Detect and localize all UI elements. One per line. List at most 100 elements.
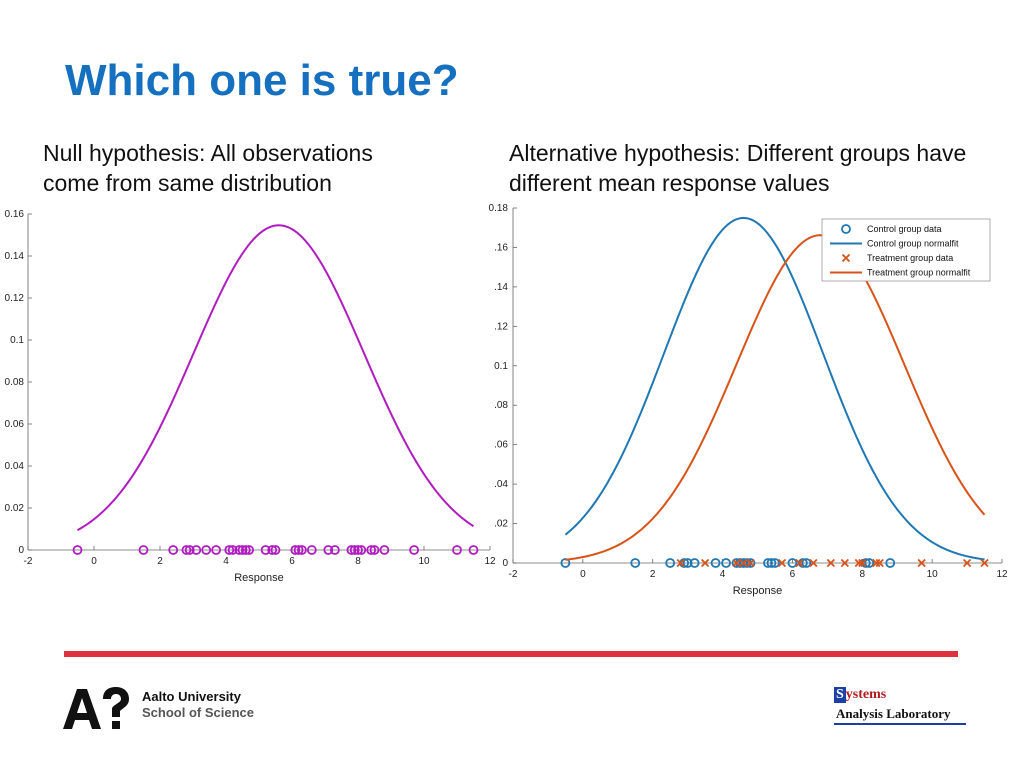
data-point-circle: [234, 545, 245, 555]
lab-underline: [834, 723, 966, 725]
y-tick-label: .08: [494, 400, 508, 411]
data-point-circle: [181, 545, 192, 555]
page-title: Which one is true?: [65, 56, 459, 105]
university-line-1: Aalto University: [142, 689, 241, 704]
data-point-circle: [801, 558, 812, 568]
x-tick-label: 2: [157, 556, 163, 567]
data-point-circle: [409, 545, 420, 555]
y-tick-label: 0.16: [5, 209, 25, 220]
data-point-circle: [682, 558, 693, 568]
y-tick-label: 0.02: [5, 503, 25, 514]
data-point-circle: [766, 558, 777, 568]
data-point-circle: [191, 545, 202, 555]
null-hypothesis-line-2: come from same distribution: [43, 170, 332, 196]
y-tick-label: 0.12: [5, 293, 25, 304]
data-point-cross: [980, 558, 989, 568]
data-point-cross: [777, 558, 787, 568]
y-tick-label: .14: [494, 282, 508, 293]
x-tick-label: 12: [996, 569, 1008, 580]
data-point-circle: [267, 545, 278, 555]
x-tick-label: 8: [355, 556, 361, 567]
null-hypothesis-line-1: Null hypothesis: All observations: [43, 140, 373, 166]
legend-marker-circle: [841, 224, 851, 234]
x-tick-label: 6: [790, 569, 796, 580]
data-point-circle: [885, 558, 896, 568]
x-tick-label: -2: [24, 556, 33, 567]
data-point-circle: [787, 558, 798, 568]
x-tick-label: 8: [860, 569, 866, 580]
x-axis-label: Response: [733, 585, 783, 597]
y-tick-label: 0.1: [10, 335, 24, 346]
x-tick-label: 10: [927, 569, 939, 580]
legend-marker-cross: [841, 253, 851, 263]
normal-fit-curve: [564, 216, 985, 561]
y-tick-label: .02: [494, 519, 508, 530]
y-tick-label: .16: [494, 242, 508, 253]
legend-label: Treatment group data: [867, 253, 953, 263]
data-point-cross: [875, 558, 884, 568]
data-point-circle: [452, 545, 462, 555]
data-point-circle: [244, 545, 255, 555]
x-tick-label: 4: [223, 556, 229, 567]
x-tick-label: 10: [418, 556, 430, 567]
data-point-circle: [293, 545, 304, 555]
x-tick-label: 2: [650, 569, 656, 580]
data-point-circle: [353, 545, 363, 555]
lab-name-line-2: Analysis Laboratory: [836, 706, 951, 721]
data-point-cross: [917, 558, 926, 568]
data-point-cross: [962, 558, 972, 568]
data-point-cross: [840, 558, 849, 568]
university-name: Aalto University School of Science: [142, 689, 254, 721]
data-point-cross: [700, 558, 710, 568]
data-point-circle: [346, 545, 357, 555]
data-point-circle: [211, 545, 222, 555]
data-point-circle: [184, 545, 195, 555]
alternative-hypothesis-line-1: Alternative hypothesis: Different groups…: [509, 140, 967, 166]
legend-label: Treatment group normalfit: [867, 268, 971, 278]
data-point-circle: [329, 545, 340, 555]
x-tick-label: 4: [720, 569, 726, 580]
alternative-hypothesis-text: Alternative hypothesis: Different groups…: [509, 138, 1024, 198]
y-tick-label: 0.18: [489, 203, 509, 214]
data-point-circle: [731, 558, 742, 568]
y-tick-label: 0.06: [5, 419, 25, 430]
lab-name-rest: ystems: [845, 687, 887, 702]
data-point-cross: [809, 558, 818, 568]
data-point-circle: [270, 545, 281, 555]
y-tick-label: .12: [494, 321, 508, 332]
null-hypothesis-text: Null hypothesis: All observations come f…: [43, 138, 483, 198]
data-point-circle: [296, 545, 307, 555]
normal-fit-curve: [565, 234, 986, 561]
data-point-circle: [710, 558, 721, 568]
data-point-circle: [665, 558, 676, 568]
x-tick-label: 0: [91, 556, 97, 567]
lab-initial: S: [834, 687, 846, 703]
legend-label: Control group normalfit: [867, 239, 959, 249]
data-point-cross: [795, 558, 804, 568]
footer-divider: [64, 651, 958, 657]
y-tick-label: 0.1: [494, 361, 508, 372]
data-point-cross: [858, 558, 867, 568]
data-point-circle: [227, 545, 238, 555]
data-point-circle: [721, 558, 731, 568]
x-tick-label: -2: [509, 569, 518, 580]
data-point-circle: [630, 558, 641, 568]
data-point-circle: [260, 545, 271, 555]
data-point-circle: [138, 545, 149, 555]
data-point-cross: [826, 558, 835, 568]
y-tick-label: 0.14: [5, 251, 25, 262]
data-point-circle: [201, 545, 212, 555]
data-point-circle: [468, 545, 479, 555]
data-point-circle: [770, 558, 780, 568]
aalto-logo-icon: [63, 687, 129, 729]
alternative-hypothesis-line-2: different mean response values: [509, 170, 830, 196]
data-point-circle: [237, 545, 248, 555]
normal-fit-curve: [77, 224, 475, 532]
legend-label: Control group data: [867, 224, 942, 234]
y-tick-label: 0: [18, 545, 24, 556]
x-tick-label: 6: [289, 556, 295, 567]
data-point-circle: [864, 558, 875, 568]
data-point-circle: [240, 545, 251, 555]
